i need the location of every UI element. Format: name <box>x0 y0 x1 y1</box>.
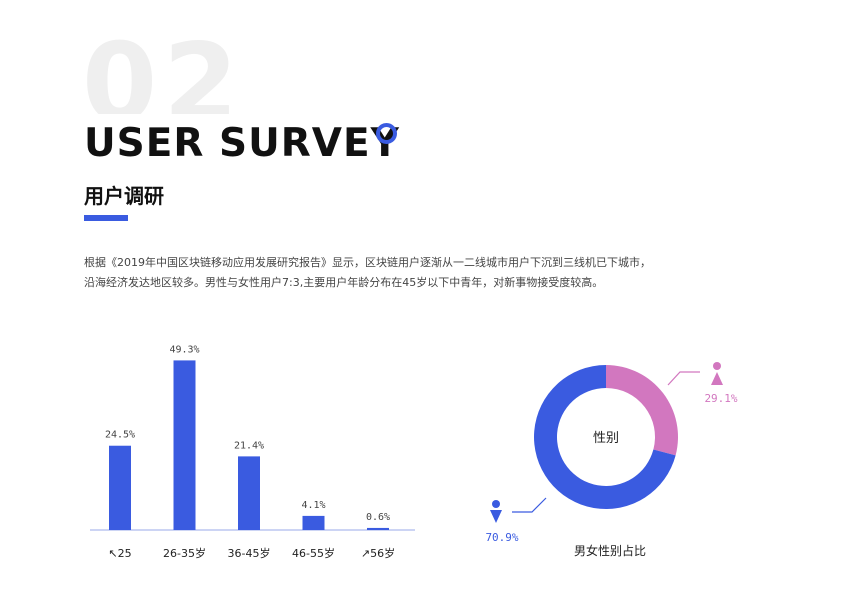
slice-female <box>606 365 678 456</box>
x-tick-label-0: ↖25 <box>108 547 131 560</box>
bar-2 <box>238 456 260 530</box>
intro-line-2: 沿海经济发达地区较多。男性与女性用户7:3,主要用户年龄分布在45岁以下中青年，… <box>84 276 604 289</box>
intro-line-1: 根据《2019年中国区块链移动应用发展研究报告》显示，区块链用户逐渐从一二线城市… <box>84 256 651 269</box>
male-icon <box>490 500 502 523</box>
x-tick-label-4: ↗56岁 <box>361 546 395 560</box>
bar-value-label-0: 24.5% <box>105 430 135 441</box>
donut-center-label: 性别 <box>593 431 619 446</box>
section-number-watermark: 02 <box>82 30 245 114</box>
bar-value-label-3: 4.1% <box>301 500 325 511</box>
page-subtitle: 用户调研 <box>84 184 164 208</box>
bar-value-label-4: 0.6% <box>366 512 390 523</box>
x-tick-label-2: 36-45岁 <box>228 546 271 560</box>
bar-1 <box>173 360 196 530</box>
male-icon-body <box>490 510 502 523</box>
female-icon-head <box>713 362 721 370</box>
x-tick-label-3: 46-55岁 <box>292 546 335 560</box>
female-icon <box>711 362 723 385</box>
title-underline <box>84 215 128 221</box>
slice-male <box>534 365 676 509</box>
female-icon-body <box>711 372 723 385</box>
female-leader-line <box>667 371 700 386</box>
x-tick-label-1: 26-35岁 <box>163 546 206 560</box>
bar-3 <box>302 515 325 530</box>
age-bar-chart: 24.5% ↖25 49.3% 26-35岁 21.4% 36-45岁 4.1% 46-55岁… <box>90 344 415 560</box>
female-percent-label: 29.1% <box>704 392 737 405</box>
bar-value-label-1: 49.3% <box>169 344 199 355</box>
male-percent-label: 70.9% <box>485 531 518 544</box>
male-leader-line <box>512 497 547 513</box>
bar-0 <box>109 445 131 530</box>
bar-value-label-2: 21.4% <box>234 440 264 451</box>
donut-caption: 男女性别占比 <box>574 543 646 558</box>
male-icon-head <box>492 500 500 508</box>
bar-4 <box>367 527 389 530</box>
page-title: USER SURVEY <box>84 121 400 166</box>
gender-donut-chart: 性别 29.1% 70.9% 男女性别占比 <box>485 362 738 558</box>
ring-decoration <box>376 123 397 144</box>
intro-paragraph: 根据《2019年中国区块链移动应用发展研究报告》显示，区块链用户逐渐从一二线城市… <box>84 253 704 293</box>
